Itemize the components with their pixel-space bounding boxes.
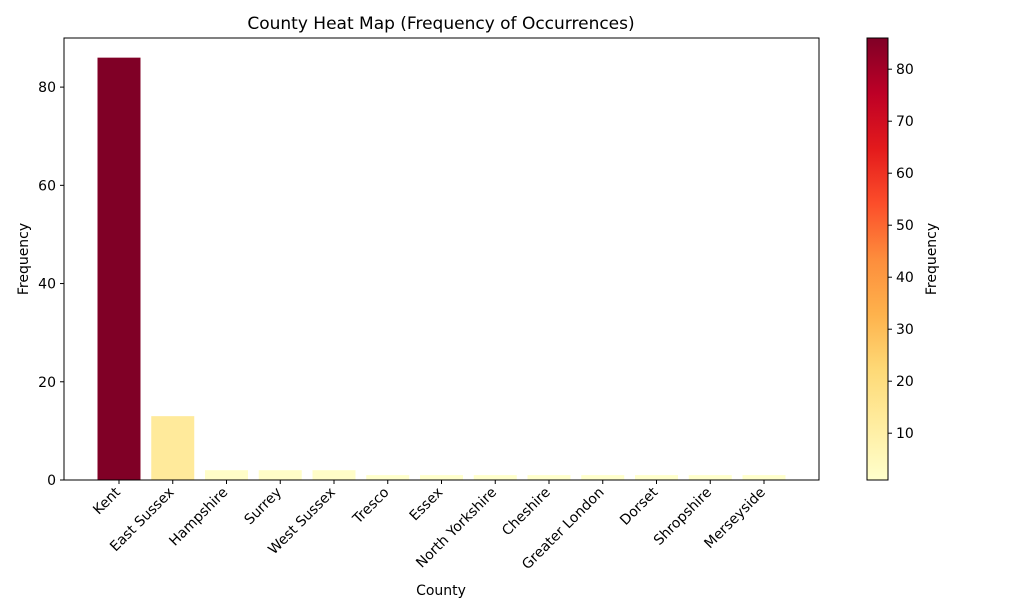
- x-tick-label: Kent: [90, 484, 124, 518]
- colorbar-tick-label: 80: [896, 62, 914, 78]
- bar-west-sussex: [312, 470, 356, 480]
- y-tick-label: 60: [38, 178, 56, 194]
- colorbar-tick-label: 70: [896, 114, 914, 130]
- colorbar-tick-label: 30: [896, 322, 914, 338]
- bars-group: [97, 57, 786, 481]
- y-tick-label: 0: [47, 473, 56, 489]
- x-tick-label: Surrey: [242, 485, 286, 529]
- bar-east-sussex: [151, 416, 195, 480]
- x-tick-label: Cheshire: [499, 485, 554, 540]
- bar-dorset: [635, 475, 678, 480]
- x-tick-label: Tresco: [349, 485, 392, 528]
- bar-surrey: [258, 470, 302, 480]
- colorbar-tick-label: 20: [896, 374, 914, 390]
- colorbar-tick-label: 40: [896, 270, 914, 286]
- y-axis-ticks: 0 20 40 60 80: [38, 80, 64, 489]
- y-axis-label: Frequency: [16, 223, 32, 295]
- bar-kent: [97, 57, 141, 481]
- colorbar-tick-label: 50: [896, 218, 914, 234]
- bar-merseyside: [742, 475, 786, 480]
- bar-shropshire: [688, 475, 732, 480]
- bar-essex: [420, 475, 463, 480]
- plot-frame: [63, 37, 820, 481]
- x-axis-label: County: [416, 583, 466, 599]
- bar-tresco: [366, 475, 410, 480]
- colorbar-tick-label: 60: [896, 166, 914, 182]
- colorbar-tick-label: 10: [896, 426, 914, 442]
- y-tick-label: 80: [38, 80, 56, 96]
- bar-hampshire: [205, 470, 248, 480]
- y-tick-label: 20: [38, 375, 56, 391]
- y-tick-label: 40: [38, 277, 56, 293]
- colorbar: 10 20 30 40 50 60 70 80 Frequency: [866, 37, 940, 481]
- chart-title: County Heat Map (Frequency of Occurrence…: [247, 14, 634, 34]
- colorbar-gradient: [866, 37, 889, 481]
- bar-greater-london: [581, 475, 625, 480]
- bar-north-yorkshire: [473, 475, 517, 480]
- x-tick-label: Essex: [407, 485, 447, 525]
- x-tick-label: Hampshire: [166, 485, 231, 550]
- colorbar-ticks: 10 20 30 40 50 60 70 80: [888, 62, 914, 442]
- colorbar-label: Frequency: [924, 223, 940, 295]
- x-tick-label: Dorset: [617, 484, 662, 529]
- bar-cheshire: [527, 475, 571, 480]
